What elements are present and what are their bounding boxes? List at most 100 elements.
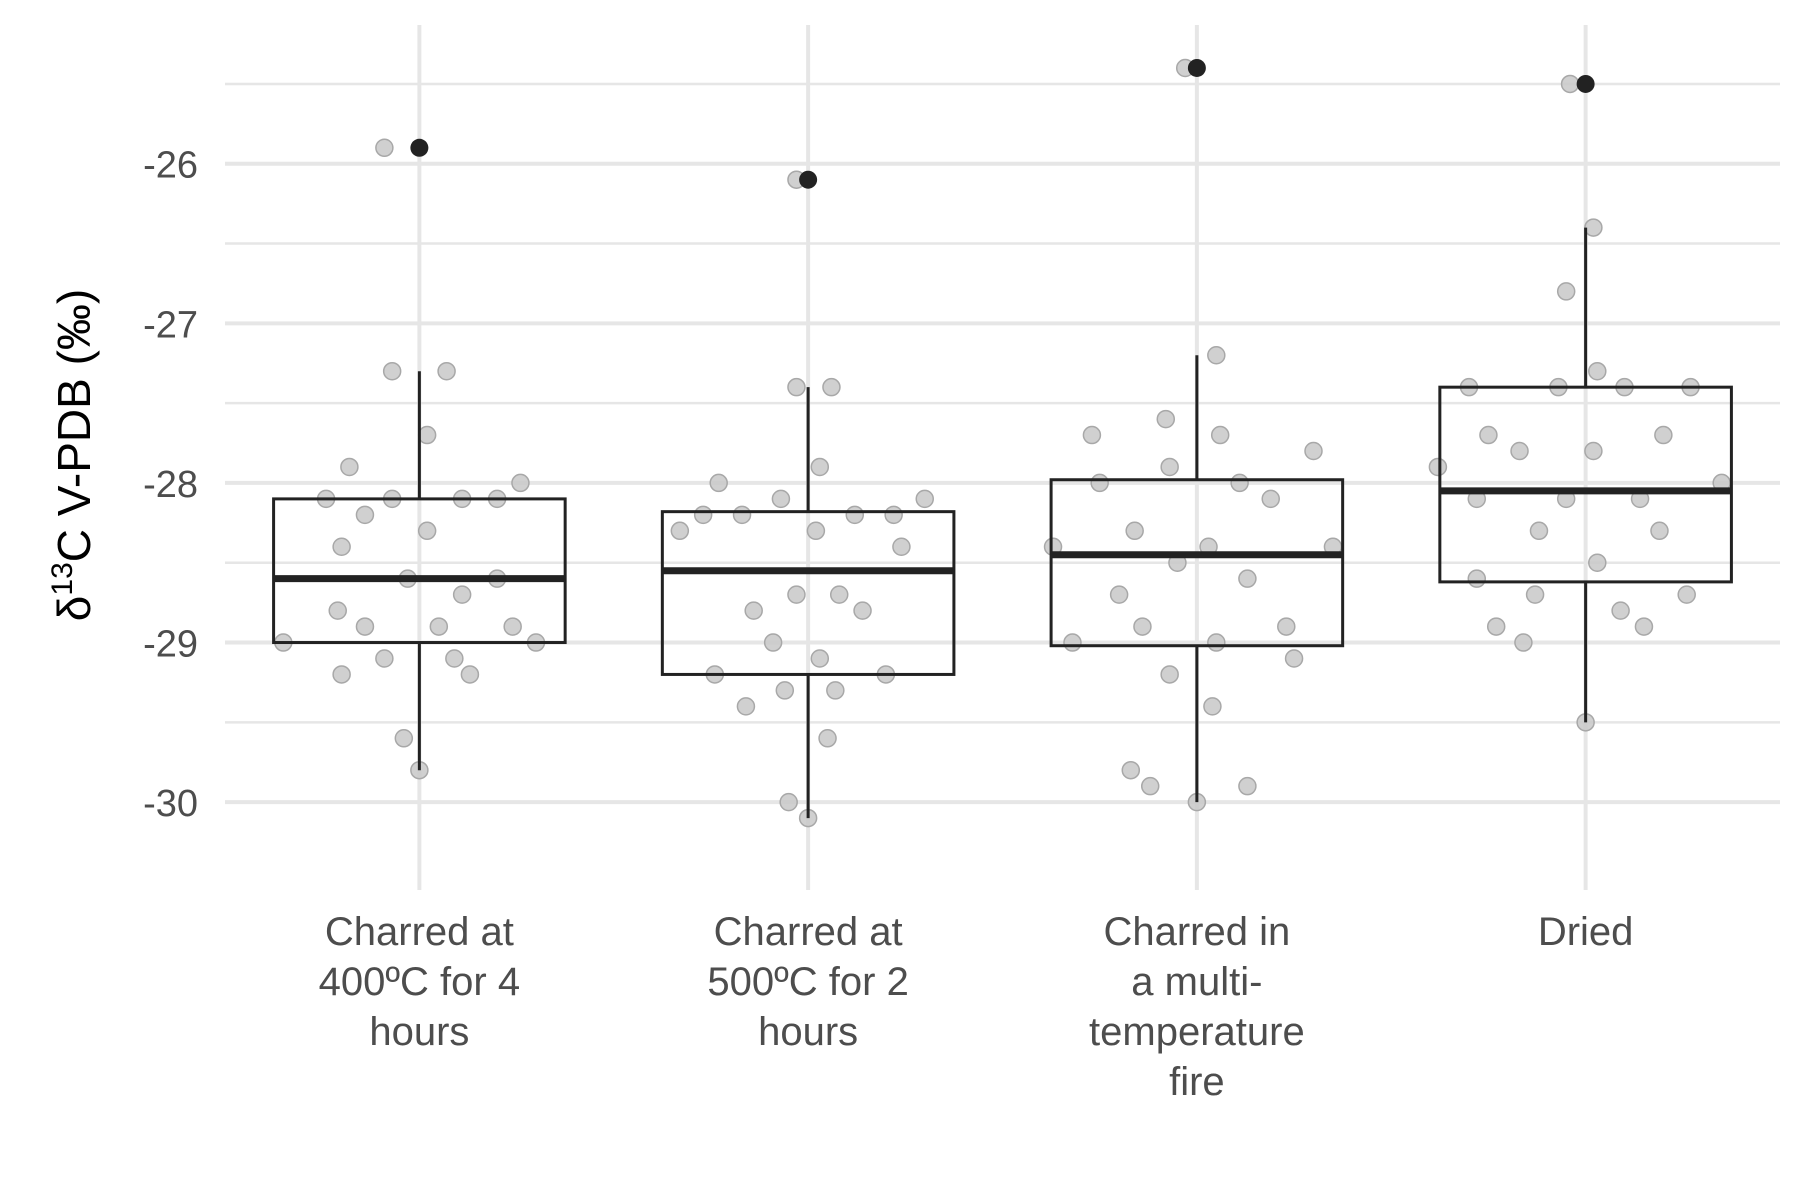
jitter-point	[845, 505, 865, 525]
outlier-points	[410, 58, 1595, 189]
jitter-point	[732, 505, 752, 525]
jitter-point	[775, 681, 795, 700]
jitter-point	[445, 649, 464, 668]
jitter-point	[1207, 346, 1226, 365]
jitter-point	[763, 633, 783, 652]
jitter-point	[1428, 457, 1448, 477]
x-category-label-line: a multi-	[1131, 960, 1262, 1004]
jitter-point	[1230, 473, 1249, 493]
jitter-point	[1109, 585, 1129, 604]
x-category-label-line: temperature	[1089, 1010, 1305, 1054]
jitter-point	[1560, 74, 1580, 94]
jitter-point	[1584, 218, 1603, 237]
jitter-point	[693, 505, 713, 525]
y-tick-label: -29	[143, 624, 198, 666]
x-category-label: Charred in a multi-temperature fire	[1089, 910, 1305, 1104]
minor-gridlines	[225, 82, 1780, 724]
jitter-point	[787, 585, 806, 604]
outlier-point	[1187, 58, 1206, 77]
jitter-point	[1486, 617, 1506, 636]
jitter-point	[1510, 441, 1529, 461]
y-axis-title-superscript: 13	[46, 562, 79, 595]
jitter-point	[355, 505, 375, 525]
jitter-point	[1210, 425, 1230, 445]
x-category-label-line: hours	[758, 1010, 858, 1054]
jitter-point	[332, 537, 351, 557]
jitter-point	[452, 585, 472, 604]
x-category-label-line: Dried	[1538, 910, 1634, 954]
x-category-labels: Charred at 400ºC for 4 hours Charred at 500º…	[319, 910, 1634, 1104]
jitter-point	[1284, 649, 1304, 668]
jitter-point	[1588, 361, 1607, 381]
jitter-point	[1304, 441, 1323, 461]
jitter-point	[375, 138, 394, 158]
jitter-point	[1238, 776, 1257, 796]
jitter-point	[1063, 633, 1082, 652]
outlier-point	[1576, 74, 1595, 93]
jitter-point	[1556, 282, 1576, 301]
jitter-point	[1277, 617, 1296, 636]
jitter-point	[1611, 601, 1630, 620]
jitter-point	[332, 665, 351, 684]
jitter-point	[810, 457, 830, 477]
jitter-point	[328, 601, 347, 620]
y-tick-label: -27	[143, 304, 198, 346]
vertical-gridlines	[417, 25, 1588, 890]
jitter-point	[375, 649, 394, 668]
y-tick-labels: -26 -27 -28 -29 -30	[143, 145, 198, 825]
jitter-point	[787, 377, 806, 397]
jitter-point	[1160, 665, 1179, 684]
jitter-point	[503, 617, 522, 636]
jitter-point	[744, 601, 763, 620]
jitter-point	[417, 425, 437, 445]
jitter-point	[1525, 585, 1545, 604]
jitter-point	[1650, 521, 1669, 541]
jitter-point	[355, 617, 375, 636]
jitter-point	[1203, 697, 1222, 716]
jitter-point	[1090, 473, 1109, 493]
jitter-point	[1677, 585, 1696, 604]
jitter-point	[1634, 617, 1654, 636]
jitter-point	[1584, 441, 1603, 461]
outlier-point	[410, 138, 429, 157]
y-tick-label: -30	[143, 783, 198, 825]
jitter-point	[1125, 521, 1144, 541]
x-category-label-line: 400ºC for 4	[319, 960, 520, 1004]
y-tick-label: -28	[143, 464, 198, 506]
jitter-point	[779, 792, 798, 812]
jitter-point	[1140, 776, 1160, 796]
x-category-label: Charred at 500ºC for 2 hours	[707, 910, 908, 1054]
jitter-point	[1238, 569, 1257, 588]
y-axis-title-rest: C V-PDB (‰)	[48, 289, 100, 562]
x-category-label: Dried	[1538, 910, 1634, 954]
x-category-label-line: hours	[369, 1010, 469, 1054]
jitter-point	[822, 377, 841, 397]
jitter-point	[394, 729, 414, 748]
jitter-point	[429, 617, 449, 636]
jitter-point	[1133, 617, 1152, 636]
x-category-label-line: Charred at	[714, 910, 903, 954]
jitter-point	[340, 457, 359, 477]
box	[272, 497, 567, 645]
jitter-point	[1467, 569, 1487, 588]
jitter-point	[853, 601, 872, 620]
box	[660, 510, 956, 676]
jitter-point	[884, 505, 903, 525]
jitter-point	[826, 681, 845, 700]
jitter-point	[915, 489, 934, 509]
jitter-point	[771, 489, 791, 509]
outlier-point	[799, 170, 818, 189]
jitter-point	[1261, 489, 1280, 509]
jitter-point	[460, 665, 480, 684]
jitter-point	[1514, 633, 1533, 652]
jitter-point	[511, 473, 530, 493]
box	[1438, 385, 1733, 584]
jitter-point	[736, 697, 756, 716]
x-category-label-line: fire	[1169, 1060, 1225, 1104]
x-category-label: Charred at 400ºC for 4 hours	[319, 910, 520, 1054]
jitter-point	[1121, 760, 1141, 780]
jitter-point	[810, 649, 830, 668]
x-category-label-line: Charred in	[1103, 910, 1290, 954]
